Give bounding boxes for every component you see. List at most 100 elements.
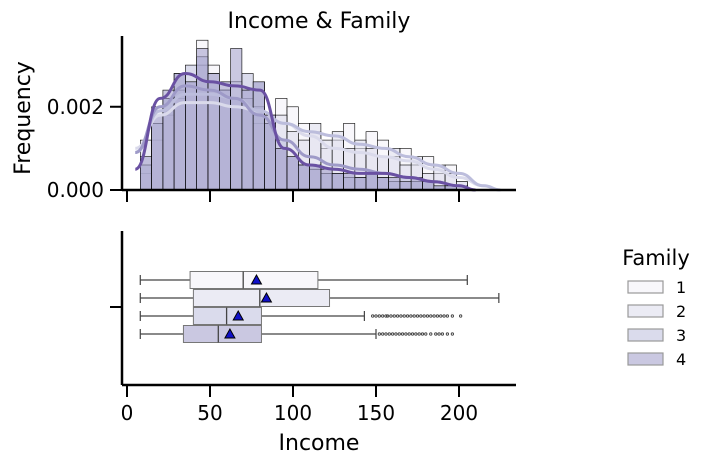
boxplot-family-3: [139, 307, 463, 325]
x-tick-label: 50: [197, 401, 222, 425]
x-tick-label: 200: [440, 401, 478, 425]
y-ticks: 0.000 0.002: [47, 95, 122, 202]
boxplot-family-1: [139, 271, 468, 289]
outlier-point: [392, 314, 396, 318]
outlier-point: [395, 314, 400, 318]
outlier-point: [425, 314, 430, 318]
outlier-point: [389, 314, 393, 318]
box: [192, 307, 262, 325]
x-ticks: 0 50 100 150 200: [121, 385, 478, 425]
outlier-point: [422, 314, 426, 318]
boxplot-panel: 0 50 100 150 200 Income: [110, 231, 516, 456]
legend: Family 1 2 3 4: [622, 246, 690, 369]
outlier-point: [381, 332, 385, 336]
box: [192, 289, 331, 307]
outlier-point: [417, 332, 421, 336]
boxplots: [139, 271, 500, 343]
hist-bar-family-4: [196, 48, 209, 191]
outlier-point: [394, 332, 398, 336]
outlier-point: [409, 314, 413, 318]
x-tick-label: 100: [274, 401, 312, 425]
hist-bar-family-4: [286, 156, 299, 191]
outlier-point: [377, 332, 381, 336]
outlier-point: [390, 332, 395, 336]
box: [182, 325, 262, 343]
mean-marker: [232, 309, 245, 321]
hist-bar-family-4: [388, 177, 401, 191]
outlier-point: [442, 314, 446, 318]
hist-bar-family-4: [185, 81, 197, 191]
outlier-point: [397, 332, 401, 336]
outlier-point: [459, 314, 463, 318]
outlier-point: [387, 332, 391, 336]
outlier-point: [407, 332, 411, 336]
outlier-point: [410, 332, 415, 336]
kde-curves: [134, 71, 501, 192]
legend-label: 3: [676, 326, 686, 345]
x-axis-label: Income: [279, 431, 360, 456]
outlier-point: [384, 332, 388, 336]
x-tick-label: 150: [357, 401, 395, 425]
y-axis-label: Frequency: [11, 61, 36, 175]
legend-swatch-family-3: [627, 328, 664, 342]
outlier-point: [399, 314, 403, 318]
outlier-point: [419, 314, 423, 318]
legend-entries: 1 2 3 4: [627, 278, 686, 369]
legend-swatch-family-1: [627, 280, 664, 294]
kde-line-family-2: [134, 92, 501, 192]
mean-marker: [250, 273, 263, 285]
legend-label: 1: [676, 278, 686, 297]
y-tick-label: 0.000: [47, 178, 104, 202]
legend-swatch-family-2: [627, 304, 664, 318]
outlier-point: [437, 332, 441, 336]
outlier-point: [400, 332, 405, 336]
outlier-point: [445, 314, 449, 318]
legend-swatch-family-4: [627, 352, 664, 366]
hist-bar-family-4: [331, 173, 344, 191]
outlier-point: [415, 314, 420, 318]
y-tick-label: 0.002: [47, 95, 104, 119]
outlier-point: [371, 314, 375, 318]
kde-line-family-4: [134, 71, 476, 192]
hist-bar-family-4: [309, 164, 322, 191]
hist-bar-family-4: [376, 177, 389, 191]
legend-label: 4: [676, 350, 686, 369]
outlier-point: [440, 332, 444, 336]
hist-bar-family-4: [230, 48, 243, 191]
hist-bar-family-4: [252, 81, 265, 191]
outlier-point: [405, 314, 410, 318]
outlier-point: [404, 332, 408, 336]
legend-title: Family: [622, 246, 690, 270]
outlier-point: [434, 332, 438, 336]
mean-marker: [260, 291, 273, 303]
outlier-point: [429, 332, 433, 336]
boxplot-family-4: [139, 325, 454, 343]
outlier-point: [450, 332, 454, 336]
hist-bar-family-4: [354, 177, 367, 191]
hist-bar-family-4: [343, 173, 356, 191]
outlier-point: [432, 314, 436, 318]
x-ticks: [126, 190, 460, 202]
outlier-point: [377, 314, 381, 318]
outlier-point: [402, 314, 406, 318]
hist-bar-family-4: [365, 173, 378, 191]
outlier-point: [424, 332, 428, 336]
histogram-bars: [140, 39, 468, 191]
outlier-point: [374, 314, 378, 318]
hist-bar-family-4: [297, 164, 310, 191]
outlier-point: [429, 314, 433, 318]
x-tick-label: 0: [121, 401, 134, 425]
hist-bar-family-4: [151, 114, 164, 191]
outlier-point: [412, 314, 416, 318]
outlier-point: [386, 314, 390, 318]
outlier-point: [414, 332, 418, 336]
outlier-point: [381, 314, 385, 318]
hist-bar-family-4: [320, 168, 333, 191]
histogram-panel: Income & Family Frequency 0.000 0.002: [11, 9, 516, 202]
mean-marker: [224, 327, 236, 339]
kde-line-family-1: [134, 101, 501, 192]
outlier-point: [450, 314, 454, 318]
outlier-point: [445, 332, 449, 336]
hist-bar-family-4: [275, 148, 288, 191]
